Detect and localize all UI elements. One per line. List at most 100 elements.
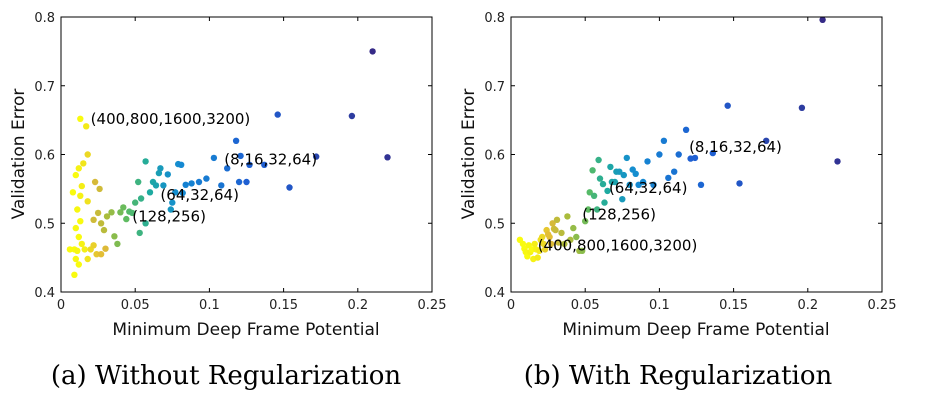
data-point xyxy=(78,182,86,190)
data-point xyxy=(243,178,250,186)
data-point xyxy=(218,182,225,189)
x-tick-label: 0.2 xyxy=(797,298,818,313)
y-tick-label: 0.7 xyxy=(34,80,55,95)
data-point xyxy=(567,236,574,243)
data-point xyxy=(71,271,78,278)
data-point xyxy=(519,240,527,248)
data-point xyxy=(586,189,593,196)
y-tick-label: 0.8 xyxy=(484,11,505,26)
point-annotation: (64,32,64) xyxy=(160,186,239,204)
data-point xyxy=(564,213,571,220)
data-point xyxy=(72,171,80,179)
y-tick-label: 0.4 xyxy=(34,286,55,301)
data-point xyxy=(77,115,84,123)
data-point xyxy=(274,111,281,118)
x-tick-label: 0.25 xyxy=(418,298,447,313)
data-point xyxy=(552,226,559,234)
data-point xyxy=(528,246,535,253)
data-point xyxy=(579,247,586,254)
data-point xyxy=(179,189,186,197)
data-point xyxy=(561,240,568,248)
panel-b: 0 0.05 0.1 0.15 0.2 0.25 0.4 0.5 0.6 0.7 0.8 (8,1… xyxy=(459,11,896,391)
data-point xyxy=(534,254,541,261)
annotations-b: (8,16,32,64) (64,32,64) (128,256) (400,800,… xyxy=(538,138,782,254)
data-point xyxy=(261,161,268,168)
y-tick-label: 0.5 xyxy=(34,217,55,232)
data-point xyxy=(78,240,86,248)
data-point xyxy=(72,255,80,263)
data-point xyxy=(675,151,682,158)
data-point xyxy=(146,189,154,196)
data-point xyxy=(536,247,543,254)
data-point xyxy=(91,178,99,186)
annotations-a: (400,800,1600,3200) (8,16,32,64) (64,32,64… xyxy=(91,110,317,226)
data-point xyxy=(80,160,87,167)
point-annotation: (64,32,64) xyxy=(609,179,688,197)
data-point xyxy=(188,180,195,187)
data-point xyxy=(169,199,176,206)
data-point xyxy=(74,247,81,254)
data-point xyxy=(834,158,841,165)
data-point xyxy=(573,233,580,241)
scatter-points-b xyxy=(516,16,841,263)
data-point xyxy=(203,175,210,182)
data-point xyxy=(94,209,102,217)
data-point xyxy=(224,165,231,172)
y-axis-label-b: Validation Error xyxy=(459,89,479,220)
data-point xyxy=(665,174,672,182)
data-point xyxy=(237,152,244,160)
point-annotation: (8,16,32,64) xyxy=(224,150,317,168)
data-point xyxy=(167,206,174,213)
data-point xyxy=(541,246,549,253)
data-point xyxy=(69,189,77,196)
data-point xyxy=(604,187,611,195)
data-point xyxy=(691,154,699,162)
y-tick-label: 0.7 xyxy=(484,80,505,95)
data-point xyxy=(736,180,743,187)
data-point xyxy=(593,206,601,213)
data-point xyxy=(77,192,84,199)
data-point xyxy=(639,178,647,186)
data-point xyxy=(84,151,91,158)
data-point xyxy=(120,204,127,211)
x-tick-label: 0.05 xyxy=(571,298,600,313)
x-ticks-a: 0 0.05 0.1 0.15 0.2 0.25 xyxy=(57,17,447,313)
data-point xyxy=(599,180,607,188)
data-point xyxy=(96,185,103,193)
y-ticks-b: 0.4 0.5 0.6 0.7 0.8 xyxy=(484,11,882,301)
data-point xyxy=(178,161,185,168)
data-point xyxy=(135,178,142,186)
x-tick-label: 0 xyxy=(507,298,515,313)
data-point xyxy=(601,199,608,206)
data-point xyxy=(182,181,189,188)
data-point xyxy=(235,178,243,186)
data-point xyxy=(137,195,145,202)
data-point xyxy=(83,123,90,130)
data-point xyxy=(75,233,83,241)
data-point xyxy=(97,220,105,227)
data-point xyxy=(155,169,163,177)
data-point xyxy=(66,246,74,253)
data-point xyxy=(671,168,678,175)
data-point xyxy=(632,170,639,177)
data-point xyxy=(616,168,623,175)
x-tick-label: 0.25 xyxy=(868,298,897,313)
x-ticks-b: 0 0.05 0.1 0.15 0.2 0.25 xyxy=(507,17,897,313)
caption-b: (b) With Regularization xyxy=(524,361,833,391)
y-tick-label: 0.5 xyxy=(484,217,505,232)
y-tick-label: 0.4 xyxy=(484,286,505,301)
data-point xyxy=(682,126,690,133)
x-tick-label: 0.1 xyxy=(199,298,220,313)
data-point xyxy=(142,158,149,165)
data-point xyxy=(585,206,592,213)
data-point xyxy=(697,181,705,188)
data-point xyxy=(531,240,538,248)
data-point xyxy=(724,102,731,109)
data-point xyxy=(570,224,577,232)
data-point xyxy=(172,189,179,196)
data-point xyxy=(539,233,546,241)
data-point xyxy=(709,149,716,157)
data-point xyxy=(819,16,826,23)
data-point xyxy=(84,255,91,263)
